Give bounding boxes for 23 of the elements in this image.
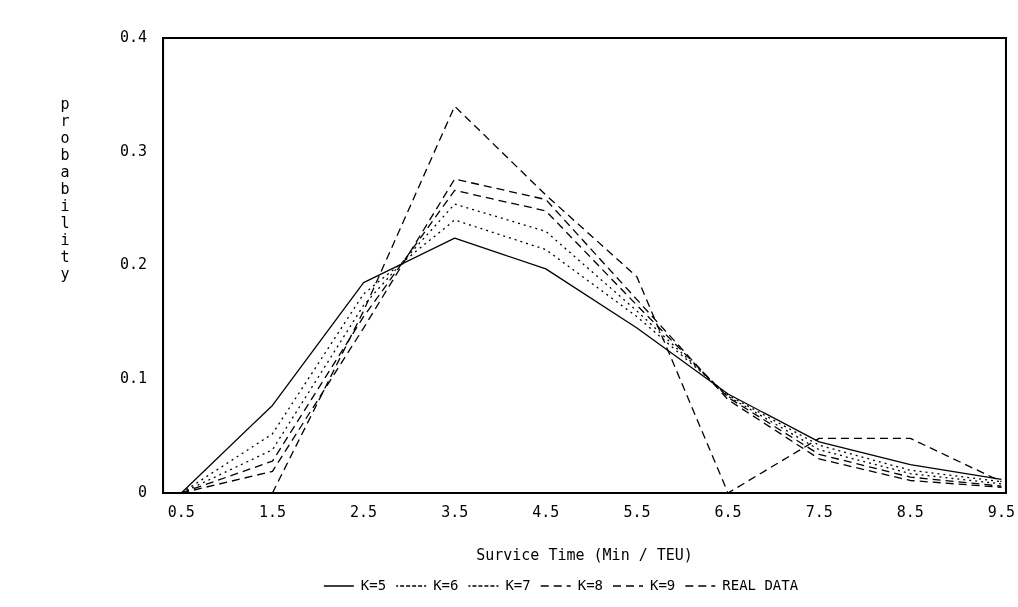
x-tick-label: 2.5 [350, 502, 378, 521]
legend-label: REAL DATA [722, 576, 799, 593]
y-axis-title: probability [56, 95, 74, 282]
legend-label: K=8 [577, 576, 604, 593]
x-tick-label: 1.5 [258, 502, 286, 521]
x-tick-label: 7.5 [805, 502, 833, 521]
x-tick-label: 8.5 [896, 502, 924, 521]
y-tick-label: 0.1 [120, 369, 148, 388]
y-tick-label: 0.3 [120, 141, 148, 160]
legend-label: K=5 [360, 576, 387, 593]
legend-label: K=9 [650, 576, 676, 593]
x-tick-label: 4.5 [532, 502, 560, 521]
x-tick-label: 9.5 [987, 502, 1015, 521]
y-tick-label: 0.2 [120, 255, 148, 274]
y-tick-label: 0.4 [120, 27, 148, 46]
y-tick-label: 0 [138, 482, 148, 501]
x-tick-label: 5.5 [623, 502, 651, 521]
x-tick-label: 0.5 [167, 502, 195, 521]
x-axis-title: Survice Time (Min / TEU) [476, 545, 693, 564]
legend-label: K=6 [433, 576, 459, 593]
x-tick-label: 6.5 [714, 502, 742, 521]
x-tick-label: 3.5 [441, 502, 469, 521]
legend-label: K=7 [505, 576, 531, 593]
